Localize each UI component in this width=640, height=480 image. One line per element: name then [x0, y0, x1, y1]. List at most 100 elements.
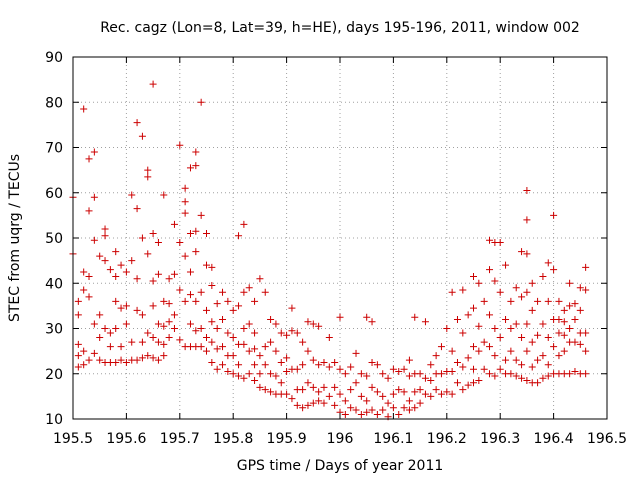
data-point — [421, 374, 429, 382]
data-point — [582, 370, 590, 378]
data-point — [389, 404, 397, 412]
data-point — [235, 302, 243, 310]
data-point — [534, 356, 542, 364]
data-point — [379, 406, 387, 414]
data-point — [85, 272, 93, 280]
data-point — [80, 347, 88, 355]
data-point — [117, 343, 125, 351]
data-point — [475, 322, 483, 330]
data-point — [304, 347, 312, 355]
data-point — [96, 252, 104, 260]
data-point — [539, 374, 547, 382]
data-point — [138, 234, 146, 242]
data-point — [379, 392, 387, 400]
data-point — [560, 331, 568, 339]
data-point — [208, 282, 216, 290]
data-point — [272, 320, 280, 328]
data-point — [459, 386, 467, 394]
data-point — [453, 379, 461, 387]
data-point — [256, 275, 264, 283]
data-point — [491, 277, 499, 285]
data-point — [571, 367, 579, 375]
data-point — [411, 404, 419, 412]
data-point — [299, 404, 307, 412]
data-point — [341, 370, 349, 378]
data-point — [219, 315, 227, 323]
data-point — [197, 211, 205, 219]
data-point — [181, 198, 189, 206]
data-point — [96, 311, 104, 319]
data-point — [197, 325, 205, 332]
data-point — [154, 338, 162, 346]
data-point — [176, 239, 184, 247]
data-point — [389, 390, 397, 398]
data-point — [138, 311, 146, 319]
data-point — [518, 248, 526, 256]
y-tick-label: 70 — [45, 141, 63, 157]
data-point — [512, 356, 520, 364]
y-tick-label: 50 — [45, 231, 63, 247]
data-point — [416, 386, 424, 394]
data-point — [245, 320, 253, 328]
data-point — [304, 401, 312, 409]
data-point — [534, 379, 542, 387]
data-point — [560, 347, 568, 355]
data-point — [96, 334, 104, 342]
data-point — [160, 297, 168, 305]
data-point — [240, 374, 248, 382]
data-point — [149, 354, 157, 362]
data-point — [165, 300, 173, 308]
data-point — [149, 334, 157, 342]
data-point — [160, 322, 168, 330]
data-point — [491, 352, 499, 360]
data-point — [203, 334, 210, 342]
data-point — [523, 288, 531, 296]
data-point — [251, 297, 259, 305]
data-point — [320, 358, 328, 366]
data-point — [133, 306, 141, 314]
data-point — [347, 363, 355, 371]
data-point — [186, 268, 194, 276]
data-point — [197, 288, 205, 296]
data-point — [106, 329, 114, 337]
data-point — [277, 379, 285, 387]
data-point — [293, 365, 301, 373]
data-point — [491, 325, 499, 332]
data-point — [437, 390, 445, 398]
y-axis-label: STEC from uqrg / TECUs — [7, 154, 23, 322]
data-point — [240, 220, 248, 228]
data-point — [560, 306, 568, 314]
data-point — [448, 390, 456, 398]
data-point — [122, 320, 130, 328]
data-point — [325, 334, 333, 342]
data-point — [486, 343, 494, 351]
x-tick-label: 195.5 — [53, 431, 93, 447]
data-point — [576, 284, 584, 292]
data-point — [251, 345, 259, 353]
data-point — [539, 320, 547, 328]
data-point — [208, 358, 216, 366]
data-point — [299, 338, 307, 346]
data-point — [213, 300, 221, 308]
data-point — [149, 302, 157, 310]
data-point — [299, 361, 307, 369]
data-point — [229, 370, 237, 378]
data-point — [336, 313, 344, 321]
data-point — [154, 320, 162, 328]
data-point — [486, 311, 494, 319]
data-point — [373, 410, 381, 418]
data-point — [235, 372, 243, 380]
data-point — [304, 318, 312, 326]
data-point — [288, 327, 296, 335]
data-point — [112, 248, 120, 256]
data-point — [421, 390, 429, 398]
data-point — [534, 331, 542, 339]
data-point — [235, 232, 243, 240]
data-point — [528, 279, 536, 287]
data-point — [170, 325, 178, 332]
data-point — [283, 390, 291, 398]
data-point — [421, 318, 429, 326]
data-point — [544, 334, 552, 342]
data-point — [395, 386, 403, 394]
data-point — [261, 343, 269, 351]
